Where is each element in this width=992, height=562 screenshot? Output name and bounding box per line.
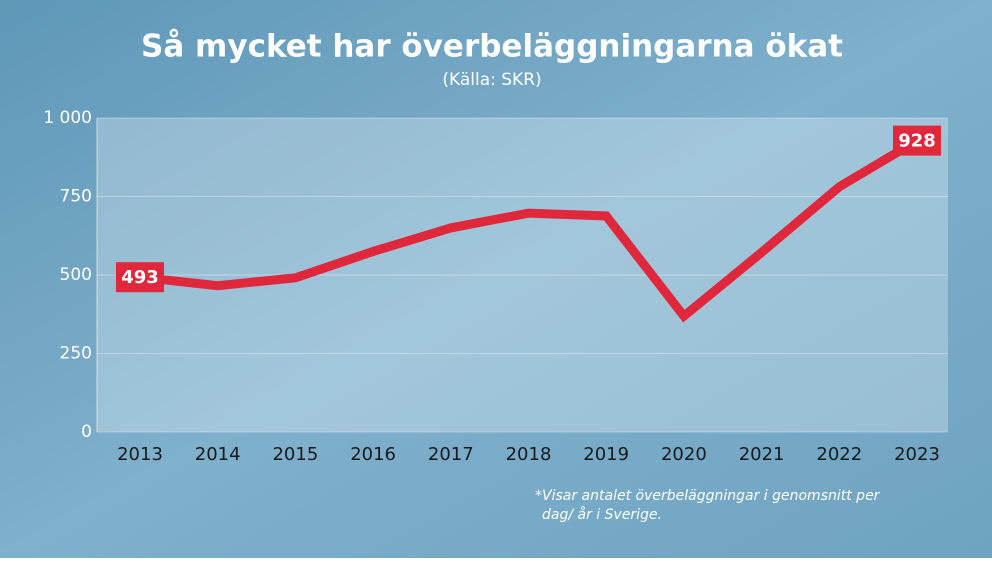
plot-area <box>97 118 948 432</box>
y-tick-label: 250 <box>60 344 92 364</box>
x-tick-label: 2020 <box>661 444 707 465</box>
chart-subtitle: (Källa: SKR) <box>442 70 541 90</box>
x-tick-label: 2023 <box>894 444 940 465</box>
x-tick-label: 2013 <box>117 444 163 465</box>
x-tick-label: 2021 <box>739 444 785 465</box>
value-label: 928 <box>898 131 936 152</box>
x-tick-label: 2022 <box>816 444 862 465</box>
y-tick-label: 0 <box>81 422 92 442</box>
y-tick-label: 1 000 <box>43 108 92 128</box>
data-line <box>139 136 920 323</box>
x-tick-label: 2016 <box>350 444 396 465</box>
y-tick-label: 750 <box>60 187 92 207</box>
y-tick-label: 500 <box>60 265 92 285</box>
value-label: 493 <box>121 267 159 288</box>
x-tick-label: 2015 <box>272 444 318 465</box>
x-tick-label: 2014 <box>195 444 241 465</box>
value-label-box <box>116 262 164 293</box>
x-tick-label: 2019 <box>583 444 629 465</box>
footnote: dag/ år i Sverige. <box>542 506 662 523</box>
value-label-box <box>893 125 941 156</box>
chart-title: Så mycket har överbeläggningarna ökat <box>141 29 843 65</box>
x-tick-label: 2018 <box>506 444 552 465</box>
x-tick-label: 2017 <box>428 444 474 465</box>
footnote: *Visar antalet överbeläggningar i genoms… <box>535 488 881 504</box>
